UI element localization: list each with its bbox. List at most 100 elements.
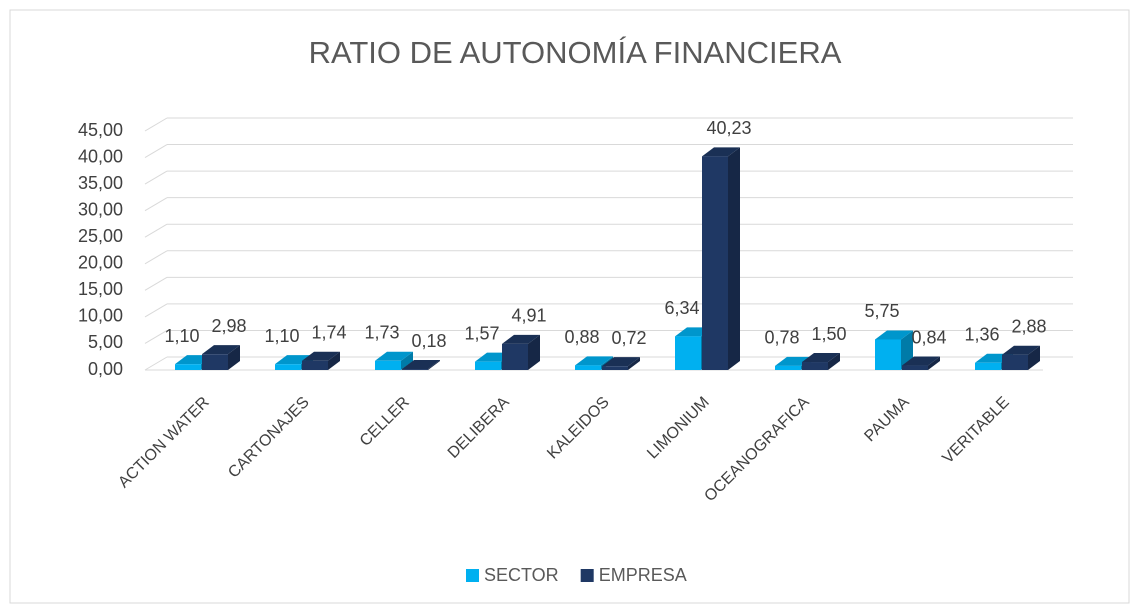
bar-side <box>401 351 413 370</box>
bar-top <box>575 356 613 366</box>
grid-side <box>144 170 168 185</box>
bar-side <box>328 351 340 370</box>
bar <box>1002 345 1040 370</box>
y-tick-label: 10,00 <box>78 306 123 326</box>
legend-swatch <box>466 569 479 582</box>
bar <box>202 345 240 370</box>
y-tick-label: 20,00 <box>78 253 123 273</box>
bar-top <box>202 345 240 355</box>
y-tick-label: 0,00 <box>88 359 123 379</box>
data-label: 1,73 <box>364 323 399 343</box>
grid-side <box>144 197 168 212</box>
data-label: 2,88 <box>1011 316 1046 336</box>
bar <box>302 351 340 370</box>
bar-side <box>628 357 640 370</box>
bar-front <box>302 360 328 370</box>
data-label: 40,23 <box>706 118 751 138</box>
data-label: 1,74 <box>311 323 346 343</box>
bar-top <box>602 357 640 367</box>
bar-front <box>475 361 501 370</box>
bar-front <box>675 336 701 370</box>
bar-front <box>975 362 1001 370</box>
bar-top <box>1002 345 1040 355</box>
chart-title: RATIO DE AUTONOMÍA FINANCIERA <box>309 35 842 70</box>
bar-side <box>428 360 440 370</box>
bar-front <box>902 365 928 370</box>
grid-line <box>144 144 1073 158</box>
bar-top <box>875 330 913 340</box>
data-label: 2,98 <box>211 316 246 336</box>
grid-line <box>144 117 1073 132</box>
grid-side <box>144 276 168 291</box>
bar <box>402 360 440 370</box>
bar <box>902 356 940 370</box>
grid-line <box>144 329 1073 344</box>
bar-front <box>202 354 228 370</box>
bar <box>702 147 740 370</box>
bar-top <box>502 334 540 344</box>
bar-side <box>1028 345 1040 370</box>
data-label: 1,36 <box>964 325 999 345</box>
data-label: 0,88 <box>564 327 599 347</box>
grid-side <box>144 303 168 318</box>
bar-top <box>702 147 740 157</box>
data-label: 1,57 <box>464 323 499 343</box>
grid-side <box>144 144 168 158</box>
bar-side <box>528 334 540 370</box>
grid-line <box>144 250 1073 265</box>
bar-front <box>602 366 628 370</box>
data-label: 0,72 <box>611 328 646 348</box>
bar-front <box>575 365 601 370</box>
bar-front <box>502 343 528 370</box>
bar <box>375 351 413 370</box>
legend-label: EMPRESA <box>599 565 687 585</box>
grid-side <box>144 356 168 371</box>
grid-side <box>144 330 168 344</box>
bar-front <box>175 364 201 370</box>
legend-label: SECTOR <box>484 565 559 585</box>
bar <box>502 334 540 370</box>
bar <box>802 353 840 370</box>
grid-side <box>144 117 168 132</box>
data-label: 6,34 <box>664 298 699 318</box>
bar <box>602 357 640 370</box>
data-label: 1,10 <box>164 326 199 346</box>
grid-line <box>144 223 1073 238</box>
grid-side <box>144 223 168 238</box>
chart-frame <box>9 9 1130 604</box>
y-tick-label: 45,00 <box>78 120 123 140</box>
bar-front <box>702 156 728 370</box>
y-tick-label: 5,00 <box>88 332 123 352</box>
bar-front <box>1002 354 1028 370</box>
bar-side <box>728 147 740 370</box>
grid-side <box>144 250 168 265</box>
bar-top <box>902 356 940 366</box>
bar-top <box>402 360 440 370</box>
bar-front <box>375 360 401 370</box>
y-tick-label: 30,00 <box>78 199 123 219</box>
bar-top <box>802 353 840 363</box>
bar-side <box>228 345 240 370</box>
bar-top <box>375 351 413 361</box>
bar-front <box>402 369 428 370</box>
data-label: 1,50 <box>811 324 846 344</box>
data-label: 5,75 <box>864 301 899 321</box>
y-tick-label: 40,00 <box>78 146 123 166</box>
grid-line <box>144 197 1073 212</box>
y-tick-label: 25,00 <box>78 226 123 246</box>
bar-front <box>275 364 301 370</box>
bar-side <box>828 353 840 370</box>
bar-front <box>875 339 901 370</box>
bar-top <box>302 351 340 361</box>
data-label: 0,84 <box>911 327 946 347</box>
data-label: 0,78 <box>764 328 799 348</box>
y-tick-label: 15,00 <box>78 279 123 299</box>
grid-line <box>144 276 1073 291</box>
data-label: 0,18 <box>411 331 446 351</box>
grid-line <box>144 303 1073 318</box>
data-label: 4,91 <box>511 306 546 326</box>
y-tick-label: 35,00 <box>78 173 123 193</box>
data-label: 1,10 <box>264 326 299 346</box>
bar-front <box>775 365 801 370</box>
